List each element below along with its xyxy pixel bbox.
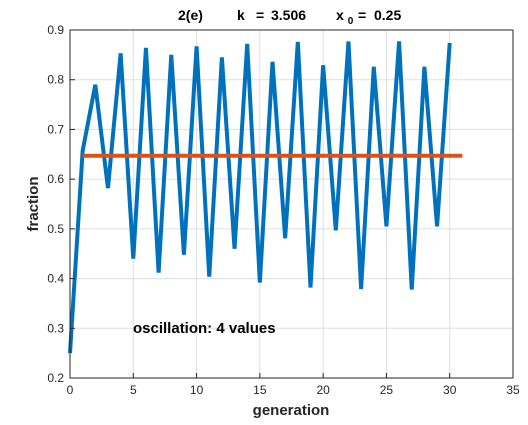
y-tick-label: 0.8 — [47, 73, 64, 87]
y-tick-label: 0.9 — [47, 23, 64, 37]
series-layer — [68, 41, 463, 354]
x-tick-label: 15 — [253, 383, 267, 397]
x-tick-label: 20 — [316, 383, 330, 397]
y-axis-title: fraction — [25, 176, 42, 231]
y-tick-label: 0.6 — [47, 172, 64, 186]
plot-area-frame — [69, 29, 514, 379]
annotation-oscillation: oscillation: 4 values — [133, 320, 276, 337]
x-axis-title: generation — [253, 402, 330, 419]
chart-title: 2(e) k = 3.506 x 0 = 0.25 — [178, 7, 401, 27]
y-tick-label: 0.2 — [47, 371, 64, 385]
x-tick-label: 10 — [190, 383, 204, 397]
y-tick-label: 0.5 — [47, 222, 64, 236]
y-tick-label: 0.4 — [47, 272, 64, 286]
x-tick-label: 30 — [443, 383, 457, 397]
ticks: 0 5 10 15 20 25 30 35 0.2 0.3 0.4 0.5 0.6 0.7 0.8 0.9 — [47, 23, 520, 397]
series-line-fraction — [68, 41, 452, 354]
x-tick-label: 0 — [67, 383, 74, 397]
x-tick-label: 25 — [380, 383, 394, 397]
x-tick-label: 35 — [506, 383, 520, 397]
y-tick-label: 0.7 — [47, 122, 64, 136]
y-tick-label: 0.3 — [47, 321, 64, 335]
x-tick-label: 5 — [130, 383, 137, 397]
